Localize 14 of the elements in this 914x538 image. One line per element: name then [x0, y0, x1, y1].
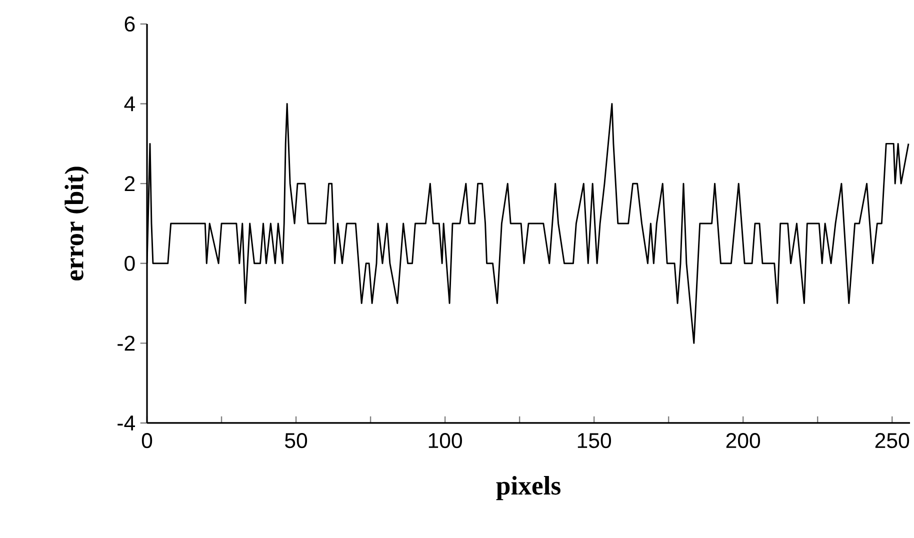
- y-tick-label: 4: [124, 96, 135, 112]
- x-axis-title: pixels: [496, 476, 560, 500]
- x-tick-label: 100: [428, 433, 462, 448]
- x-tick-label: 50: [285, 433, 308, 448]
- y-tick-label: 2: [124, 176, 135, 192]
- y-tick-label: 6: [124, 16, 135, 32]
- x-tick-label: 250: [875, 433, 910, 448]
- x-tick-label: 150: [578, 433, 612, 448]
- y-axis-title: error (bit): [64, 166, 89, 280]
- x-tick-label: 200: [726, 433, 760, 448]
- x-tick-label: 0: [142, 433, 152, 448]
- y-tick-label: -4: [118, 416, 135, 430]
- y-tick-label: 0: [124, 256, 135, 271]
- y-tick-label: -2: [118, 336, 135, 351]
